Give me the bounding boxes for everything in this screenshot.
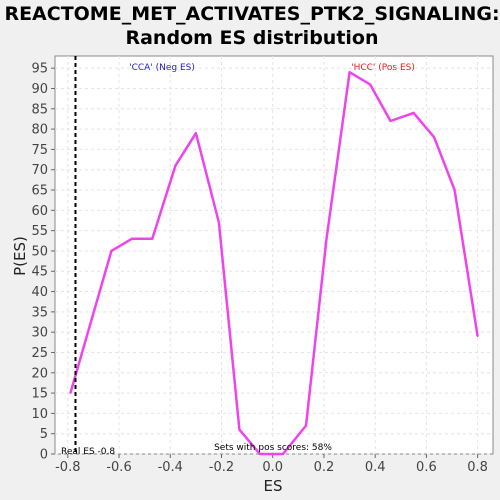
data-point xyxy=(305,424,307,427)
data-point xyxy=(69,392,72,394)
y-tick-label: 40 xyxy=(31,285,48,300)
data-point xyxy=(348,71,351,74)
data-point xyxy=(325,237,328,240)
data-point xyxy=(195,132,197,134)
x-tick-label: 0.2 xyxy=(314,460,335,475)
plot-area xyxy=(54,55,494,455)
data-point xyxy=(476,335,479,338)
x-tick-label: -0.2 xyxy=(209,460,234,475)
y-axis-label: P(ES) xyxy=(11,236,29,276)
x-tick-label: -0.6 xyxy=(106,460,131,475)
series-group xyxy=(69,70,479,456)
neg-es-label: 'CCA' (Neg ES) xyxy=(129,63,195,73)
y-tick-label: 15 xyxy=(31,387,48,402)
data-point xyxy=(131,237,133,240)
x-tick-label: 0.0 xyxy=(262,460,283,475)
y-tick-label: 25 xyxy=(31,346,48,361)
data-point xyxy=(389,120,392,122)
data-point xyxy=(453,189,456,191)
x-tick-label: 0.8 xyxy=(467,460,488,475)
x-tick-label: 0.4 xyxy=(365,460,386,475)
data-point xyxy=(174,164,177,167)
y-tick-label: 65 xyxy=(31,184,48,199)
x-tick-label: 0.6 xyxy=(416,460,437,475)
x-tick-label: -0.4 xyxy=(158,460,183,475)
data-point xyxy=(282,453,284,455)
y-tick-label: 95 xyxy=(31,62,48,77)
y-tick-label: 55 xyxy=(31,224,48,239)
y-tick-label: 85 xyxy=(31,102,48,117)
pos-scores-label: Sets with pos scores: 58% xyxy=(214,443,332,453)
y-tick-label: 0 xyxy=(40,448,48,463)
chart-title-line2: Random ES distribution xyxy=(125,27,378,49)
y-tick-label: 35 xyxy=(31,305,48,320)
y-tick-label: 5 xyxy=(40,427,48,442)
y-tick-label: 90 xyxy=(31,82,48,97)
real-es-label: Real ES -0.8 xyxy=(61,447,115,457)
data-point xyxy=(151,237,154,240)
data-point xyxy=(369,83,371,86)
x-axis-ticks: -0.8 -0.6 -0.4 -0.2 0.0 0.2 0.4 0.6 0.8 xyxy=(55,454,488,475)
y-tick-label: 50 xyxy=(31,244,48,259)
y-tick-label: 60 xyxy=(31,204,48,219)
grid-lines xyxy=(55,56,493,455)
y-axis-ticks: 0 5 10 15 20 25 30 35 40 45 50 55 60 65 70 75 80 85 90 95 xyxy=(31,62,55,463)
x-tick-label: -0.8 xyxy=(55,460,80,475)
y-tick-label: 80 xyxy=(31,123,48,138)
chart-title-line1: REACTOME_MET_ACTIVATES_PTK2_SIGNALING: xyxy=(4,3,499,25)
pos-es-label: 'HCC' (Pos ES) xyxy=(351,63,415,73)
data-point xyxy=(259,453,261,455)
y-tick-label: 45 xyxy=(31,265,48,280)
data-point xyxy=(238,428,241,431)
data-point xyxy=(218,221,220,224)
y-tick-label: 70 xyxy=(31,163,48,178)
y-tick-label: 30 xyxy=(31,326,48,341)
y-tick-label: 75 xyxy=(31,143,48,158)
data-point xyxy=(110,250,113,252)
data-point xyxy=(412,112,415,114)
y-tick-label: 20 xyxy=(31,366,48,381)
data-point xyxy=(433,136,435,139)
x-axis-label: ES xyxy=(264,477,283,495)
y-tick-label: 10 xyxy=(31,407,48,422)
